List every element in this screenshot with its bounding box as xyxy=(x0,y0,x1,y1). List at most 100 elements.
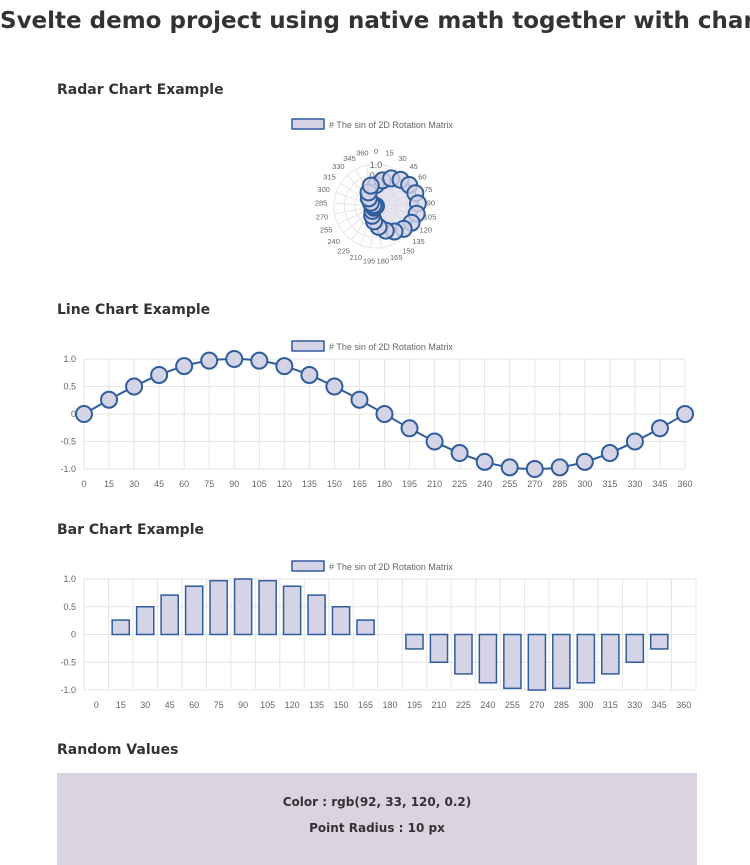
bar xyxy=(576,633,596,684)
bar-x-tick: 255 xyxy=(505,700,520,710)
line-point xyxy=(325,377,344,396)
line-point xyxy=(500,458,519,477)
radar-point-label: 135 xyxy=(412,237,425,246)
line-point xyxy=(400,419,419,438)
bar-x-tick: 195 xyxy=(407,700,422,710)
radar-point xyxy=(361,176,380,195)
radar-point-label: 300 xyxy=(317,185,330,194)
line-x-tick: 330 xyxy=(627,479,642,489)
radar-section-title: Radar Chart Example xyxy=(57,82,224,98)
bar-x-tick: 120 xyxy=(285,700,300,710)
bar xyxy=(111,619,131,636)
line-point xyxy=(375,405,394,423)
line-point xyxy=(600,444,619,463)
bar xyxy=(233,578,253,636)
line-y-tick: -0.5 xyxy=(60,437,76,447)
line-x-tick: 360 xyxy=(677,479,692,489)
line-point xyxy=(300,365,319,384)
radar-point-label: 345 xyxy=(343,154,356,163)
bar-x-tick: 330 xyxy=(627,700,642,710)
bar xyxy=(649,633,669,650)
bar xyxy=(160,594,179,636)
legend-swatch xyxy=(291,118,325,130)
bar-x-tick: 285 xyxy=(554,700,569,710)
radar-point-label: 270 xyxy=(316,212,329,221)
bar xyxy=(601,633,620,675)
line-point xyxy=(350,390,369,409)
legend-label: # The sin of 2D Rotation Matrix xyxy=(329,342,453,352)
bar-x-tick: 165 xyxy=(358,700,373,710)
line-point xyxy=(676,405,694,423)
radar-point-label: 165 xyxy=(390,253,403,262)
line-x-tick: 30 xyxy=(129,479,139,489)
bar-x-tick: 315 xyxy=(603,700,618,710)
bar-chart[interactable]: # The sin of 2D Rotation Matrix 1.0 0.5 0 -0… xyxy=(0,554,750,714)
page-title: Svelte demo project using native math to… xyxy=(0,8,750,34)
bar xyxy=(625,633,645,663)
line-y-tick: 1.0 xyxy=(63,354,76,364)
line-x-tick: 300 xyxy=(577,479,592,489)
line-point xyxy=(450,444,469,463)
radar-point-label: 360 xyxy=(356,149,369,158)
line-x-tick: 15 xyxy=(104,479,114,489)
radar-point-label: 120 xyxy=(420,225,433,234)
line-section-title: Line Chart Example xyxy=(57,302,211,318)
line-point xyxy=(125,377,144,396)
radar-point-label: 240 xyxy=(327,237,340,246)
line-x-tick: 150 xyxy=(327,479,342,489)
random-section-title: Random Values xyxy=(57,742,179,758)
bar-x-tick: 180 xyxy=(382,700,397,710)
bar-x-tick: 300 xyxy=(578,700,593,710)
legend-label: # The sin of 2D Rotation Matrix xyxy=(329,562,453,572)
legend-swatch xyxy=(291,340,325,352)
legend-label: # The sin of 2D Rotation Matrix xyxy=(329,120,453,130)
line-x-tick: 75 xyxy=(204,479,214,489)
line-point xyxy=(275,357,294,376)
bar xyxy=(184,585,204,636)
line-point xyxy=(175,357,194,376)
bar xyxy=(307,594,326,636)
radar-point-label: 90 xyxy=(427,199,435,208)
radar-point-label: 315 xyxy=(323,173,336,182)
bar-x-tick: 225 xyxy=(456,700,471,710)
line-point xyxy=(475,452,494,471)
radar-point-label: 0 xyxy=(374,147,378,156)
line-x-tick: 345 xyxy=(652,479,667,489)
bar-y-tick: -1.0 xyxy=(60,685,76,695)
bar xyxy=(405,633,424,650)
line-x-tick: 210 xyxy=(427,479,442,489)
radar-point-label: 150 xyxy=(402,246,415,255)
bar xyxy=(527,633,547,691)
bar-x-tick: 270 xyxy=(529,700,544,710)
line-x-tick: 240 xyxy=(477,479,492,489)
line-x-tick: 45 xyxy=(154,479,164,489)
radar-point-label: 15 xyxy=(386,149,394,158)
radar-chart[interactable]: # The sin of 2D Rotation Matrix 0 15 304560… xyxy=(0,112,750,282)
radar-point-label: 285 xyxy=(315,199,328,208)
line-point xyxy=(650,419,669,438)
line-x-tick: 315 xyxy=(602,479,617,489)
legend-swatch xyxy=(291,560,325,572)
bar xyxy=(282,585,302,636)
line-x-tick: 165 xyxy=(352,479,367,489)
line-x-tick: 195 xyxy=(402,479,417,489)
radar-tick-label: 1.0 xyxy=(370,160,383,170)
bar xyxy=(356,619,375,636)
line-point xyxy=(150,365,169,384)
line-chart[interactable]: # The sin of 2D Rotation Matrix 1.0 0.5 0 -0… xyxy=(0,334,750,494)
line-x-tick: 270 xyxy=(527,479,542,489)
line-x-tick: 135 xyxy=(302,479,317,489)
radar-point-label: 210 xyxy=(349,253,362,262)
bar-x-tick: 45 xyxy=(165,700,175,710)
bar-x-tick: 240 xyxy=(480,700,495,710)
line-point xyxy=(625,432,644,451)
line-x-tick: 225 xyxy=(452,479,467,489)
bar-x-tick: 0 xyxy=(94,700,99,710)
line-x-tick: 180 xyxy=(377,479,392,489)
radar-point-label: 30 xyxy=(398,154,406,163)
line-point xyxy=(550,458,569,477)
radar-point-label: 60 xyxy=(418,173,426,182)
line-point xyxy=(200,351,219,370)
bar-y-tick: -0.5 xyxy=(60,657,76,667)
radar-point-label: 195 xyxy=(363,257,376,266)
